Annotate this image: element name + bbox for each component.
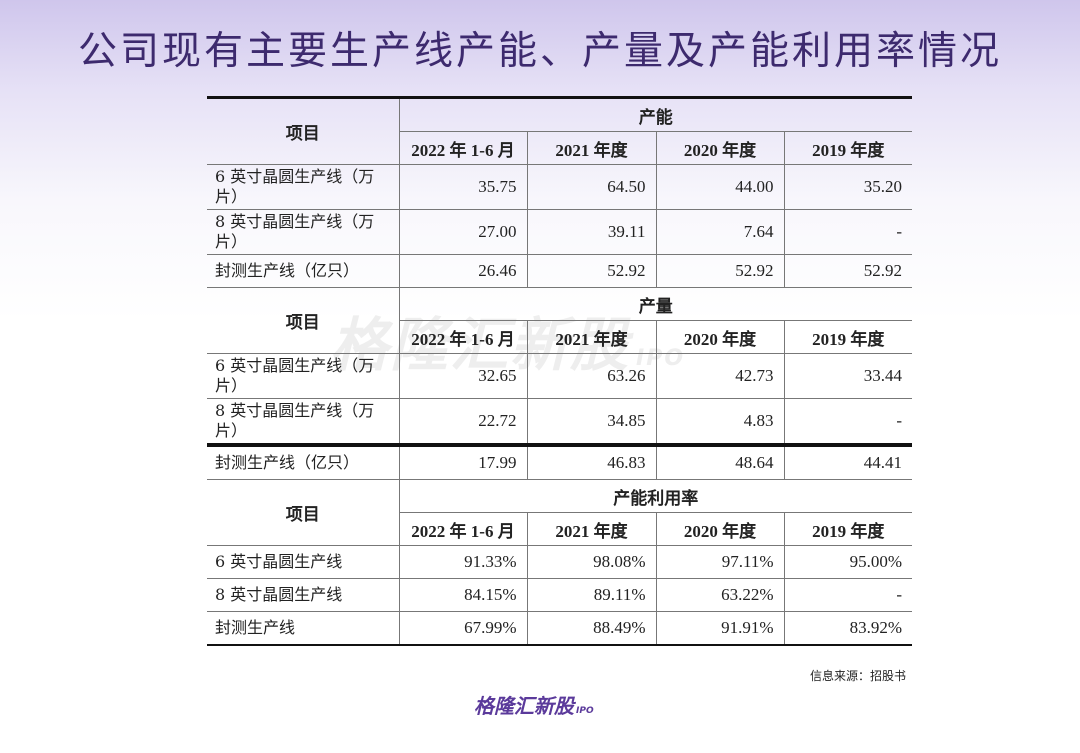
section-header-row: 项目 产量 <box>207 287 912 354</box>
table-cell: 44.00 <box>655 164 785 210</box>
table-row: 封测生产线 67.99% 88.49% 91.91% 83.92% <box>207 611 912 646</box>
table-row: 8 英寸晶圆生产线 84.15% 89.11% 63.22% - <box>207 578 912 612</box>
row-label: 8 英寸晶圆生产线（万片） <box>207 209 400 255</box>
year-header: 2021 年度 <box>526 512 657 546</box>
row-label: 封测生产线 <box>207 611 400 646</box>
logo-text: 格隆汇新股 <box>474 694 574 718</box>
table-cell: 44.41 <box>783 443 912 480</box>
item-header: 项目 <box>207 287 400 354</box>
year-header-row: 2022 年 1-6 月 2021 年度 2020 年度 2019 年度 <box>207 320 912 354</box>
table-cell: 4.83 <box>655 398 785 446</box>
row-label: 封测生产线（亿只） <box>207 254 400 288</box>
table-cell: 26.46 <box>398 254 528 288</box>
year-header: 2020 年度 <box>655 512 785 546</box>
table-cell: 46.83 <box>526 443 657 480</box>
table-cell: 48.64 <box>655 443 785 480</box>
logo-suffix: IPO <box>576 706 594 716</box>
year-header: 2019 年度 <box>783 131 912 165</box>
table-cell: 32.65 <box>398 353 528 399</box>
table-cell: 95.00% <box>783 545 912 579</box>
year-header: 2022 年 1-6 月 <box>399 512 528 546</box>
row-label: 6 英寸晶圆生产线（万片） <box>207 353 400 399</box>
year-header: 2019 年度 <box>783 512 912 546</box>
source-note: 信息来源：招股书 <box>810 669 907 683</box>
table-cell: 89.11% <box>526 578 657 612</box>
table-cell: 52.92 <box>526 254 657 288</box>
year-header: 2021 年度 <box>526 131 657 165</box>
table-cell: 98.08% <box>526 545 657 579</box>
table-cell: 17.99 <box>398 443 528 480</box>
table-cell: 35.75 <box>398 164 528 210</box>
item-header: 项目 <box>207 96 400 165</box>
table-cell: 84.15% <box>398 578 528 612</box>
section-header-row: 项目 产能 <box>207 96 912 165</box>
table-cell: 7.64 <box>655 209 785 255</box>
table-row: 封测生产线（亿只） 26.46 52.92 52.92 52.92 <box>207 254 912 288</box>
table-cell: 91.91% <box>655 611 785 646</box>
table-cell: 63.26 <box>526 353 657 399</box>
brand-logo: 格隆汇新股 IPO <box>474 690 594 719</box>
capacity-table: 项目 产能 2022 年 1-6 月 2021 年度 2020 年度 2019 年度 6 英… <box>207 96 912 646</box>
table-cell: 67.99% <box>398 611 528 646</box>
table-cell: 27.00 <box>398 209 528 255</box>
table-cell: 39.11 <box>526 209 657 255</box>
table-cell: 33.44 <box>783 353 912 399</box>
table-cell: 52.92 <box>783 254 912 288</box>
section-title: 产量 <box>398 287 912 321</box>
year-header: 2020 年度 <box>655 131 785 165</box>
table-cell: 42.73 <box>655 353 785 399</box>
year-header: 2019 年度 <box>783 320 912 354</box>
table-row: 8 英寸晶圆生产线（万片） 27.00 39.11 7.64- <box>207 209 912 255</box>
item-header: 项目 <box>207 479 400 546</box>
year-header: 2020 年度 <box>655 320 785 354</box>
table-cell: 22.72 <box>398 398 528 446</box>
table-row: 6 英寸晶圆生产线（万片） 35.75 64.50 44.00 35.20 <box>207 164 912 210</box>
section-title: 产能 <box>398 96 912 132</box>
table-cell: 91.33% <box>398 545 528 579</box>
table-row: 8 英寸晶圆生产线（万片） 22.72 34.85 4.83- <box>207 398 912 446</box>
row-label: 6 英寸晶圆生产线（万片） <box>207 164 400 210</box>
table-body: 项目 产能 2022 年 1-6 月 2021 年度 2020 年度 2019 年度 6 英… <box>207 96 912 646</box>
table-cell: 88.49% <box>526 611 657 646</box>
table-cell: - <box>783 398 912 446</box>
section-header-row: 项目 产能利用率 <box>207 479 912 546</box>
row-label: 6 英寸晶圆生产线 <box>207 545 400 579</box>
row-label: 封测生产线（亿只） <box>207 443 400 480</box>
section-title: 产能利用率 <box>398 479 912 513</box>
table-cell: 63.22% <box>655 578 785 612</box>
table-cell: - <box>783 578 912 612</box>
table-cell: - <box>783 209 912 255</box>
table-cell: 64.50 <box>526 164 657 210</box>
page-title: 公司现有主要生产线产能、产量及产能利用率情况 <box>77 29 1002 74</box>
table-row: 封测生产线（亿只） 17.99 46.83 48.64 44.41 <box>207 443 912 480</box>
table-cell: 83.92% <box>783 611 912 646</box>
year-header: 2022 年 1-6 月 <box>399 320 528 354</box>
year-header: 2022 年 1-6 月 <box>399 131 528 165</box>
table-row: 6 英寸晶圆生产线（万片） 32.65 63.26 42.73 33.44 <box>207 353 912 399</box>
year-header: 2021 年度 <box>526 320 657 354</box>
table-row: 6 英寸晶圆生产线 91.33% 98.08% 97.11% 95.00% <box>207 545 912 579</box>
year-header-row: 2022 年 1-6 月 2021 年度 2020 年度 2019 年度 <box>207 512 912 546</box>
row-label: 8 英寸晶圆生产线 <box>207 578 400 612</box>
table-cell: 97.11% <box>655 545 785 579</box>
row-label: 8 英寸晶圆生产线（万片） <box>207 398 400 446</box>
table-cell: 52.92 <box>655 254 785 288</box>
table-cell: 35.20 <box>783 164 912 210</box>
table-cell: 34.85 <box>526 398 657 446</box>
